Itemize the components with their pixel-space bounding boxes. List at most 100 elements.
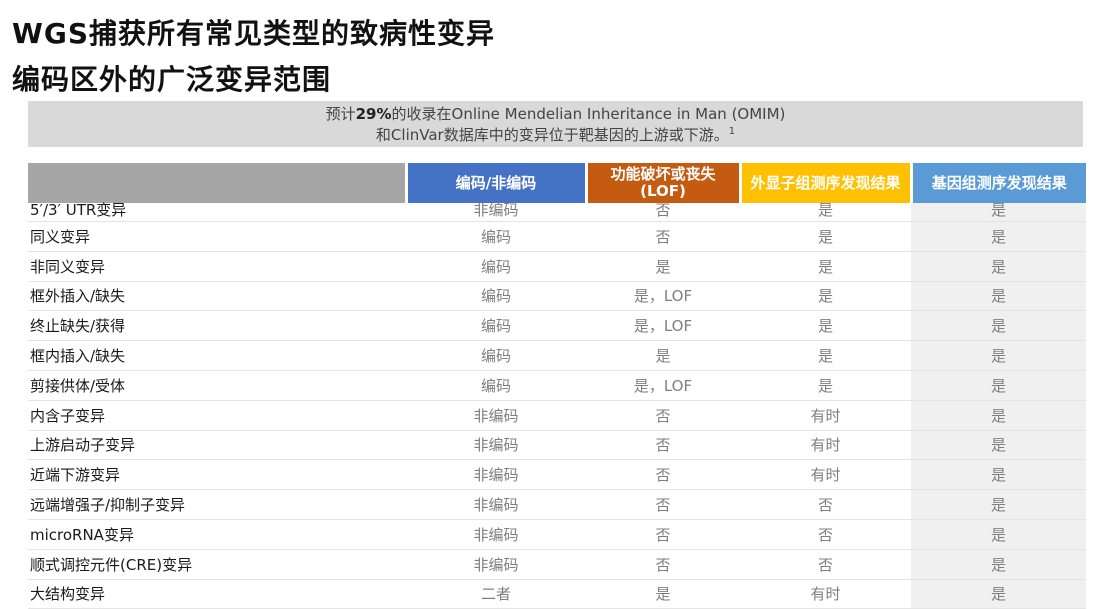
cell-wgs: 是	[911, 310, 1086, 342]
cell-wgs: 是	[911, 549, 1086, 580]
cell-variant-name: 顺式调控元件(CRE)变异	[28, 549, 406, 580]
cell-wgs: 是	[911, 221, 1086, 252]
cell-lof: 否	[586, 430, 740, 461]
page-subtitle: 编码区外的广泛变异范围	[12, 63, 332, 96]
table-row: 终止缺失/获得 编码 是，LOF 是是	[28, 310, 1086, 342]
cell-lof: 否	[586, 459, 740, 491]
cell-wgs: 是	[911, 579, 1086, 609]
header-wes: 外显子组测序发现结果	[740, 163, 913, 203]
note-pre: 预计	[325, 105, 356, 123]
cell-lof: 否	[586, 489, 740, 520]
cell-variant-name: 同义变异	[28, 221, 406, 252]
cell-wes: 是	[740, 310, 911, 342]
table-row: 大结构变异 二者是有时是	[28, 579, 1086, 609]
cell-wes: 有时	[740, 400, 911, 431]
cell-lof: 是，LOF	[586, 281, 740, 312]
table-body: 5′/3′ UTR变异 非编码否是是同义变异 编码否是是非同义变异 编码是是是框外插入…	[28, 203, 1086, 609]
cell-coding: 非编码	[406, 459, 586, 491]
cell-variant-name: 近端下游变异	[28, 459, 406, 491]
cell-coding: 编码	[406, 221, 586, 252]
cell-coding: 非编码	[406, 549, 586, 580]
cell-wes: 否	[740, 549, 911, 580]
table-row: microRNA变异 非编码否否是	[28, 519, 1086, 550]
table-row: 非同义变异 编码是是是	[28, 251, 1086, 282]
cell-variant-name: 框内插入/缺失	[28, 340, 406, 371]
table-row: 框外插入/缺失 编码 是，LOF 是是	[28, 281, 1086, 312]
header-lof: 功能破坏或丧失(LOF)	[586, 163, 742, 203]
table-row: 远端增强子/抑制子变异 非编码否否是	[28, 489, 1086, 520]
cell-variant-name: 框外插入/缺失	[28, 281, 406, 312]
cell-coding: 非编码	[406, 519, 586, 550]
table-row: 同义变异 编码否是是	[28, 221, 1086, 252]
note-post: 的收录在Online Mendelian Inheritance in Man …	[391, 105, 786, 123]
table-row: 剪接供体/受体 编码 是，LOF 是是	[28, 370, 1086, 401]
cell-wgs: 是	[911, 519, 1086, 550]
cell-wgs: 是	[911, 340, 1086, 371]
cell-variant-name: 上游启动子变异	[28, 430, 406, 461]
cell-coding: 非编码	[406, 489, 586, 520]
cell-wes: 否	[740, 489, 911, 520]
cell-coding: 非编码	[406, 400, 586, 431]
cell-variant-name: 内含子变异	[28, 400, 406, 431]
cell-wgs: 是	[911, 459, 1086, 491]
cell-wgs: 是	[911, 281, 1086, 312]
header-coding: 编码/非编码	[406, 163, 588, 203]
variant-table: 编码/非编码 功能破坏或丧失(LOF) 外显子组测序发现结果 基因组测序发现结果…	[28, 163, 1086, 609]
note-line-1: 预计29%的收录在Online Mendelian Inheritance in…	[28, 106, 1083, 123]
cell-lof: 是，LOF	[586, 370, 740, 401]
table-row: 内含子变异 非编码否有时是	[28, 400, 1086, 431]
cell-variant-name: microRNA变异	[28, 519, 406, 550]
note-footnote: 1	[728, 126, 736, 137]
cell-variant-name: 大结构变异	[28, 579, 406, 609]
cell-wes: 是	[740, 221, 911, 252]
table-header-row: 编码/非编码 功能破坏或丧失(LOF) 外显子组测序发现结果 基因组测序发现结果	[28, 163, 1086, 203]
table-row: 框内插入/缺失 编码是是是	[28, 340, 1086, 371]
note-line-2: 和ClinVar数据库中的变异位于靶基因的上游或下游。1	[28, 123, 1083, 144]
cell-wes: 是	[740, 340, 911, 371]
cell-coding: 编码	[406, 340, 586, 371]
cell-variant-name: 5′/3′ UTR变异	[28, 203, 406, 222]
cell-wes: 有时	[740, 430, 911, 461]
cell-wes: 是	[740, 251, 911, 282]
cell-wgs: 是	[911, 203, 1086, 222]
cell-coding: 编码	[406, 251, 586, 282]
cell-variant-name: 远端增强子/抑制子变异	[28, 489, 406, 520]
cell-lof: 否	[586, 549, 740, 580]
header-variant-type	[28, 163, 408, 203]
note-line2-text: 和ClinVar数据库中的变异位于靶基因的上游或下游。	[375, 126, 729, 144]
cell-variant-name: 剪接供体/受体	[28, 370, 406, 401]
cell-coding: 二者	[406, 579, 586, 609]
cell-coding: 编码	[406, 370, 586, 401]
note-banner: 预计29%的收录在Online Mendelian Inheritance in…	[28, 101, 1083, 147]
cell-coding: 非编码	[406, 203, 586, 222]
cell-wgs: 是	[911, 370, 1086, 401]
cell-lof: 是	[586, 251, 740, 282]
note-percent: 29%	[355, 105, 392, 123]
cell-lof: 是	[586, 340, 740, 371]
cell-wgs: 是	[911, 251, 1086, 282]
table-row: 顺式调控元件(CRE)变异 非编码否否是	[28, 549, 1086, 580]
cell-wgs: 是	[911, 400, 1086, 431]
cell-lof: 否	[586, 221, 740, 252]
table-row: 近端下游变异 非编码否有时是	[28, 459, 1086, 491]
cell-variant-name: 终止缺失/获得	[28, 310, 406, 342]
cell-variant-name: 非同义变异	[28, 251, 406, 282]
cell-wes: 是	[740, 281, 911, 312]
cell-coding: 非编码	[406, 430, 586, 461]
cell-lof: 否	[586, 519, 740, 550]
cell-wes: 有时	[740, 579, 911, 609]
page-title: WGS捕获所有常见类型的致病性变异	[12, 17, 496, 50]
table-row: 上游启动子变异 非编码否有时是	[28, 430, 1086, 461]
cell-coding: 编码	[406, 310, 586, 342]
cell-wes: 有时	[740, 459, 911, 491]
cell-lof: 否	[586, 203, 740, 222]
header-wgs: 基因组测序发现结果	[911, 163, 1086, 203]
cell-lof: 是，LOF	[586, 310, 740, 342]
cell-lof: 否	[586, 400, 740, 431]
cell-wes: 是	[740, 203, 911, 222]
cell-wgs: 是	[911, 489, 1086, 520]
cell-wgs: 是	[911, 430, 1086, 461]
cell-coding: 编码	[406, 281, 586, 312]
table-row: 5′/3′ UTR变异 非编码否是是	[28, 203, 1086, 222]
cell-wes: 是	[740, 370, 911, 401]
